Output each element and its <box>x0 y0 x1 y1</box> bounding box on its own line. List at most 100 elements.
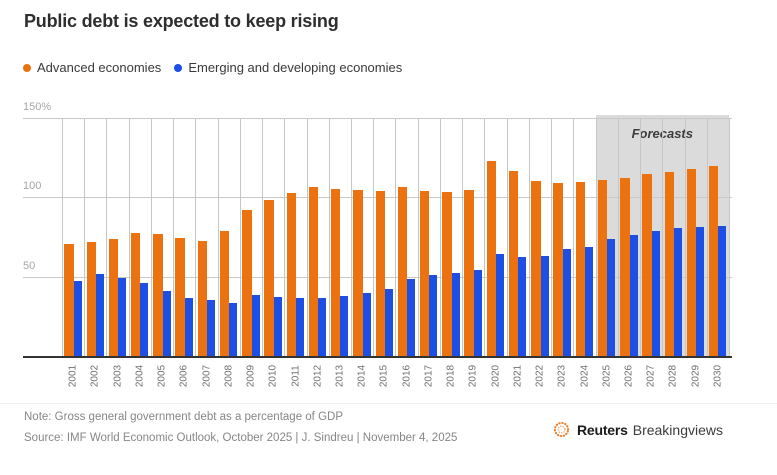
y-axis-tick-label: 150% <box>23 101 52 113</box>
chart-title: Public debt is expected to keep rising <box>24 11 339 31</box>
x-gridline <box>395 118 397 356</box>
bar-emerging-2004 <box>140 283 149 356</box>
bar-advanced-2026 <box>620 177 630 356</box>
bar-emerging-2002 <box>95 274 104 356</box>
x-gridline <box>484 118 486 356</box>
forecast-label: Forecasts <box>596 126 729 141</box>
x-axis-label: 2022 <box>534 364 546 388</box>
bar-emerging-2001 <box>73 280 82 356</box>
x-axis-label: 2010 <box>267 364 279 388</box>
x-gridline <box>173 118 175 356</box>
y-gridline <box>23 118 732 119</box>
x-gridline <box>351 118 353 356</box>
bar-emerging-2010 <box>273 296 282 356</box>
bar-emerging-2020 <box>496 254 505 356</box>
x-gridline <box>306 118 308 356</box>
bar-emerging-2005 <box>162 290 171 356</box>
bar-advanced-2013 <box>331 188 341 356</box>
chart-note: Note: Gross general government debt as a… <box>24 411 343 423</box>
x-axis-label: 2005 <box>156 364 168 388</box>
legend-item: Advanced economies <box>23 60 161 75</box>
logo-text-reuters: Reuters <box>577 421 628 438</box>
bar-advanced-2009 <box>242 210 252 356</box>
x-gridline <box>728 118 730 356</box>
x-axis-label: 2023 <box>556 364 568 388</box>
bar-emerging-2030 <box>718 225 727 356</box>
bar-emerging-2006 <box>184 298 193 356</box>
bar-advanced-2029 <box>686 168 697 356</box>
bar-advanced-2006 <box>175 237 185 356</box>
x-axis-label: 2020 <box>490 364 502 388</box>
bar-emerging-2008 <box>229 302 238 356</box>
x-axis-label: 2029 <box>690 364 702 388</box>
bar-advanced-2011 <box>286 193 297 356</box>
bar-emerging-2025 <box>607 239 616 356</box>
x-axis-label: 2011 <box>290 365 302 387</box>
x-axis-label: 2028 <box>667 364 679 388</box>
x-gridline <box>328 118 330 356</box>
x-gridline <box>150 118 152 356</box>
forecast-region <box>595 115 729 356</box>
bar-advanced-2022 <box>531 181 541 356</box>
y-axis-tick-label: 50 <box>23 259 36 272</box>
x-gridline <box>84 118 86 356</box>
x-axis-label: 2025 <box>601 364 613 388</box>
bar-emerging-2014 <box>362 293 371 356</box>
x-gridline <box>662 118 664 356</box>
x-axis-label: 2003 <box>112 364 124 388</box>
bar-advanced-2017 <box>420 190 430 356</box>
x-gridline <box>551 118 553 356</box>
x-axis-label: 2014 <box>356 364 368 388</box>
x-axis-label: 2015 <box>378 364 390 388</box>
bar-emerging-2017 <box>429 275 438 356</box>
legend-label: Emerging and developing economies <box>188 60 403 75</box>
bar-emerging-2022 <box>540 256 549 356</box>
x-gridline <box>373 118 375 356</box>
bar-advanced-2020 <box>486 160 497 356</box>
bar-emerging-2015 <box>384 288 393 356</box>
bar-emerging-2011 <box>296 298 305 356</box>
x-gridline <box>417 118 419 356</box>
x-axis-label: 2016 <box>401 364 413 388</box>
bar-emerging-2027 <box>651 230 660 356</box>
bar-advanced-2010 <box>264 199 274 356</box>
bar-advanced-2004 <box>130 233 141 356</box>
x-axis-label: 2009 <box>245 364 257 388</box>
x-axis-label: 2024 <box>579 364 591 388</box>
chart-source: Source: IMF World Economic Outlook, Octo… <box>24 432 458 444</box>
bar-advanced-2015 <box>375 190 385 356</box>
bar-emerging-2019 <box>473 270 482 356</box>
x-axis-label: 2013 <box>334 364 346 388</box>
y-axis-tick-label: 100 <box>23 180 42 193</box>
bar-emerging-2003 <box>118 278 127 356</box>
x-axis-label: 2007 <box>201 364 213 388</box>
bar-advanced-2027 <box>642 173 652 356</box>
x-gridline <box>128 118 130 356</box>
x-gridline <box>706 118 708 356</box>
bar-advanced-2007 <box>197 240 208 356</box>
x-gridline <box>62 118 63 356</box>
bar-emerging-2012 <box>318 298 327 356</box>
bar-advanced-2012 <box>308 187 319 356</box>
reuters-dotted-circle-icon <box>552 420 571 439</box>
bar-advanced-2019 <box>464 190 474 356</box>
x-axis-label: 2002 <box>89 364 101 388</box>
bar-advanced-2014 <box>353 190 363 356</box>
bar-advanced-2005 <box>153 233 163 356</box>
bar-advanced-2023 <box>553 183 563 356</box>
bar-emerging-2023 <box>562 248 571 356</box>
bar-emerging-2024 <box>585 246 594 356</box>
x-axis-label: 2008 <box>223 364 235 388</box>
x-gridline <box>106 118 108 356</box>
footer-divider <box>0 403 777 404</box>
bar-advanced-2030 <box>709 166 719 356</box>
bar-emerging-2016 <box>407 279 416 356</box>
legend-item: Emerging and developing economies <box>174 60 402 75</box>
x-axis-label: 2026 <box>623 364 635 388</box>
x-gridline <box>195 118 197 356</box>
x-axis-baseline <box>23 356 732 358</box>
legend: Advanced economies Emerging and developin… <box>23 60 402 75</box>
x-axis-label: 2018 <box>445 364 457 388</box>
